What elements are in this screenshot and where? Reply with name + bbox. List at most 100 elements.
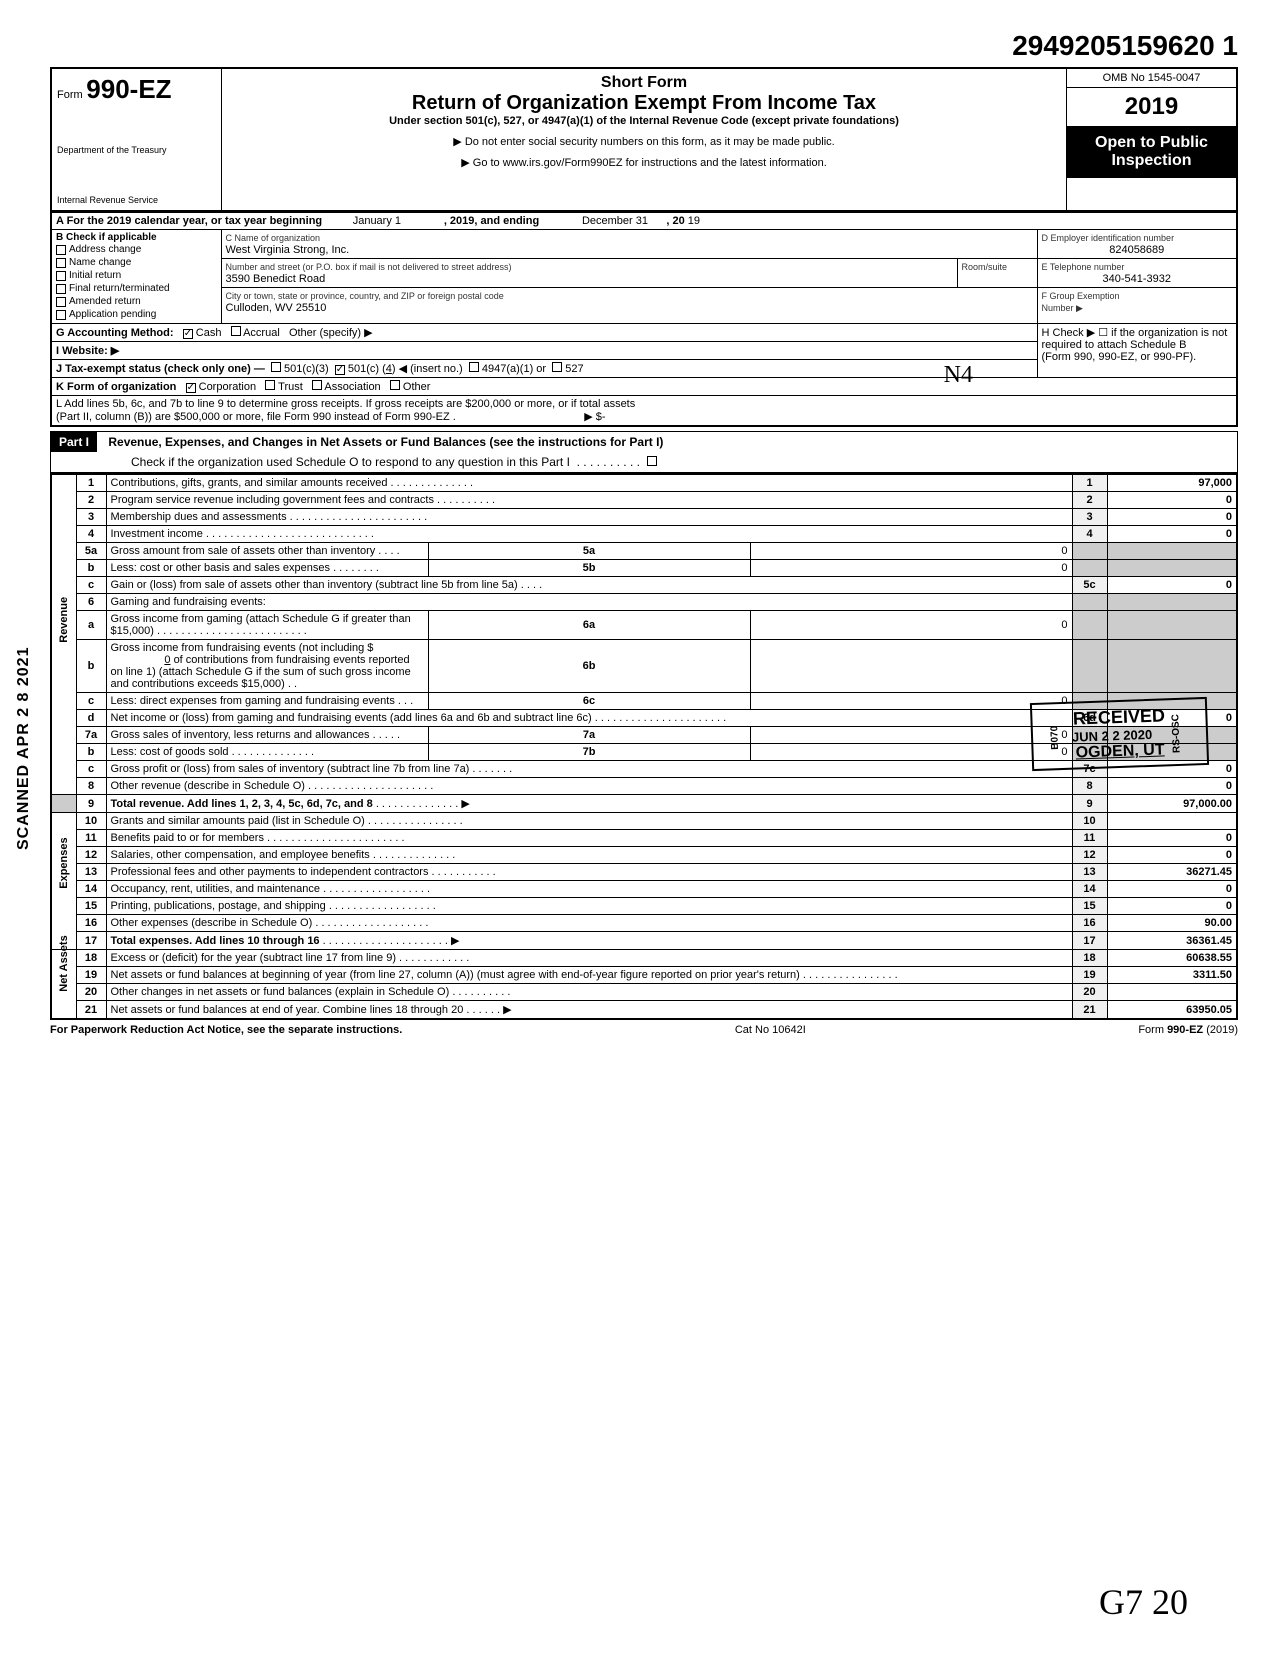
- cb-501c3[interactable]: [271, 362, 281, 372]
- line-1-val[interactable]: 97,000: [1107, 474, 1237, 492]
- line-18-val[interactable]: 60638.55: [1107, 950, 1237, 967]
- org-name[interactable]: West Virginia Strong, Inc.: [226, 244, 350, 256]
- line-17-val[interactable]: 36361.45: [1107, 932, 1237, 950]
- year-begin[interactable]: January 1: [353, 215, 401, 227]
- line-6b-contrib[interactable]: 0: [111, 654, 171, 666]
- line-6b-subval[interactable]: [750, 640, 1072, 693]
- cb-final-return[interactable]: Final return/terminated: [56, 282, 217, 295]
- gross-receipts-line2: (Part II, column (B)) are $500,000 or mo…: [56, 411, 456, 423]
- footer-center: Cat No 10642I: [735, 1024, 806, 1036]
- line-6b-subbox: 6b: [428, 640, 750, 693]
- line-7b-subval[interactable]: 0: [750, 744, 1072, 761]
- cb-initial-return[interactable]: Initial return: [56, 269, 217, 282]
- title-short: Short Form: [232, 74, 1056, 92]
- subtitle: Under section 501(c), 527, or 4947(a)(1)…: [232, 115, 1056, 127]
- line-12-box: 12: [1072, 847, 1107, 864]
- netassets-side-label: Net Assets: [51, 950, 76, 1020]
- cb-accrual[interactable]: [231, 326, 241, 336]
- line-11-val[interactable]: 0: [1107, 830, 1237, 847]
- cb-527[interactable]: [552, 362, 562, 372]
- line-5c-val[interactable]: 0: [1107, 577, 1237, 594]
- city-value[interactable]: Culloden, WV 25510: [226, 302, 327, 314]
- cb-amended-return[interactable]: Amended return: [56, 295, 217, 308]
- line-13-val[interactable]: 36271.45: [1107, 864, 1237, 881]
- line-21-val[interactable]: 63950.05: [1107, 1001, 1237, 1020]
- section-c-addr: Number and street (or P.O. box if mail i…: [221, 259, 957, 288]
- line-11-box: 11: [1072, 830, 1107, 847]
- line-7b-num: b: [76, 744, 106, 761]
- line-5b-subval[interactable]: 0: [750, 560, 1072, 577]
- line-19-val[interactable]: 3311.50: [1107, 967, 1237, 984]
- line-3-val[interactable]: 0: [1107, 509, 1237, 526]
- cb-trust[interactable]: [265, 380, 275, 390]
- cb-other-org[interactable]: [390, 380, 400, 390]
- sched-b-line2: required to attach Schedule B: [1042, 339, 1233, 351]
- line-3-box: 3: [1072, 509, 1107, 526]
- line-14-val[interactable]: 0: [1107, 881, 1237, 898]
- line-7a-desc: Gross sales of inventory, less returns a…: [106, 727, 428, 744]
- dept-irs: Internal Revenue Service: [57, 195, 216, 205]
- accounting-other: Other (specify) ▶: [289, 327, 373, 339]
- line-17-num: 17: [76, 932, 106, 950]
- tax-year: 2019: [1067, 88, 1236, 126]
- line-16-num: 16: [76, 915, 106, 932]
- tax-status-label: J Tax-exempt status (check only one) —: [56, 363, 265, 375]
- website-label: I Website: ▶: [56, 345, 119, 357]
- cb-schedule-o[interactable]: [647, 456, 657, 466]
- phone-value[interactable]: 340-541-3932: [1042, 273, 1233, 285]
- revenue-side-label: Revenue: [51, 474, 76, 795]
- line-6a-desc: Gross income from gaming (attach Schedul…: [106, 611, 428, 640]
- line-8-desc: Other revenue (describe in Schedule O) .…: [106, 778, 1072, 795]
- line-8-val[interactable]: 0: [1107, 778, 1237, 795]
- line-21-num: 21: [76, 1001, 106, 1020]
- line-7a-subval[interactable]: 0: [750, 727, 1072, 744]
- line-5a-subval[interactable]: 0: [750, 543, 1072, 560]
- cb-corporation[interactable]: [186, 383, 196, 393]
- line-6-num: 6: [76, 594, 106, 611]
- form-header-block: Form 990-EZ Department of the Treasury I…: [50, 67, 1238, 212]
- line-4-val[interactable]: 0: [1107, 526, 1237, 543]
- line-10-val[interactable]: [1107, 813, 1237, 830]
- line-a-mid: , 2019, and ending: [444, 215, 539, 227]
- line-6c-subbox: 6c: [428, 693, 750, 710]
- line-15-box: 15: [1072, 898, 1107, 915]
- year-end[interactable]: 19: [688, 215, 700, 227]
- line-6a-shaded-val: [1107, 611, 1237, 640]
- line-20-val[interactable]: [1107, 984, 1237, 1001]
- section-g: G Accounting Method: Cash Accrual Other …: [51, 324, 1037, 342]
- line-2-val[interactable]: 0: [1107, 492, 1237, 509]
- line-14-desc: Occupancy, rent, utilities, and maintena…: [106, 881, 1072, 898]
- line-a: A For the 2019 calendar year, or tax yea…: [51, 213, 1237, 230]
- cb-address-change[interactable]: Address change: [56, 243, 217, 256]
- cb-application-pending[interactable]: Application pending: [56, 308, 217, 321]
- cb-association[interactable]: [312, 380, 322, 390]
- cb-cash[interactable]: [183, 329, 193, 339]
- line-4-num: 4: [76, 526, 106, 543]
- line-16-val[interactable]: 90.00: [1107, 915, 1237, 932]
- stamp-side1: B070: [1049, 726, 1061, 750]
- footer: For Paperwork Reduction Act Notice, see …: [50, 1024, 1238, 1036]
- scanned-stamp: SCANNED APR 2 8 2021: [15, 647, 33, 850]
- ein-value[interactable]: 824058689: [1042, 244, 1233, 256]
- line-6b-num: b: [76, 640, 106, 693]
- cb-501c[interactable]: [335, 365, 345, 375]
- line-17-box: 17: [1072, 932, 1107, 950]
- line-9-desc: Total revenue. Add lines 1, 2, 3, 4, 5c,…: [106, 795, 1072, 813]
- line-6a-subval[interactable]: 0: [750, 611, 1072, 640]
- sched-b-line1: H Check ▶ ☐ if the organization is not: [1042, 326, 1233, 339]
- line-6-desc: Gaming and fundraising events:: [106, 594, 1072, 611]
- line-6c-subval[interactable]: 0: [750, 693, 1072, 710]
- section-b-header: B Check if applicable: [56, 232, 217, 243]
- line-12-val[interactable]: 0: [1107, 847, 1237, 864]
- line-15-val[interactable]: 0: [1107, 898, 1237, 915]
- year-end-month[interactable]: December 31: [582, 215, 648, 227]
- line-18-num: 18: [76, 950, 106, 967]
- line-14-num: 14: [76, 881, 106, 898]
- cb-4947[interactable]: [469, 362, 479, 372]
- cb-name-change[interactable]: Name change: [56, 256, 217, 269]
- section-j: J Tax-exempt status (check only one) — 5…: [51, 360, 1037, 378]
- open-to-public: Open to Public Inspection: [1067, 126, 1236, 178]
- line-9-val[interactable]: 97,000.00: [1107, 795, 1237, 813]
- line-10-desc: Grants and similar amounts paid (list in…: [106, 813, 1072, 830]
- street-address[interactable]: 3590 Benedict Road: [226, 273, 326, 285]
